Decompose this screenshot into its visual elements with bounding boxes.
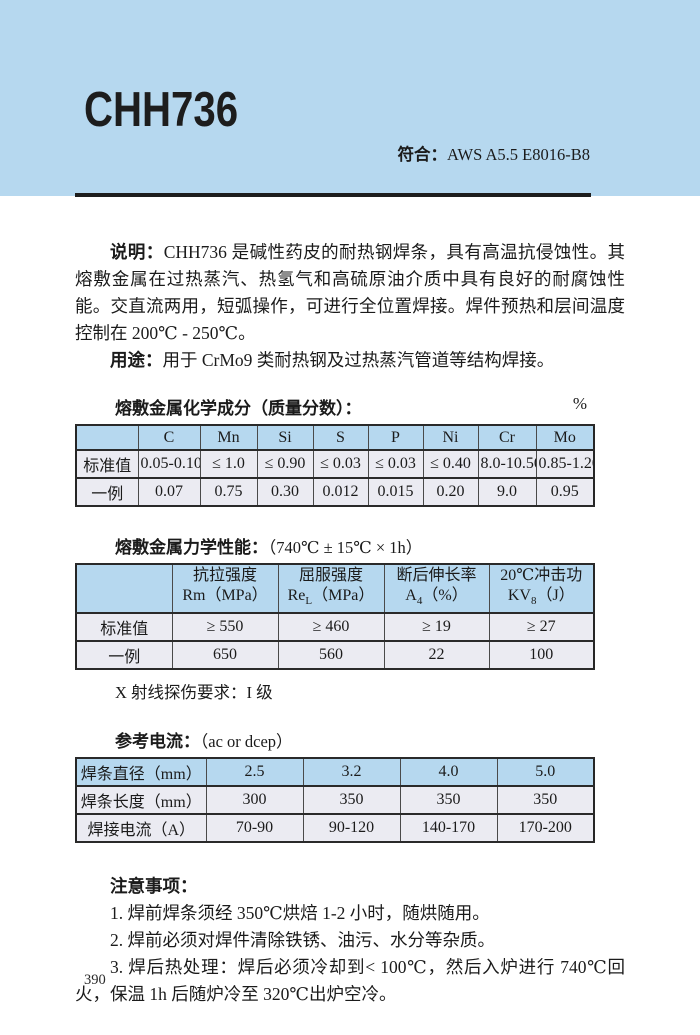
mechanical-table-title: 熔敷金属力学性能：（740℃ ± 15℃ × 1h） xyxy=(115,533,625,558)
chemical-col-header: Ni xyxy=(422,424,479,451)
chemical-value: ≤ 0.03 xyxy=(367,449,424,479)
xray-requirement: X 射线探伤要求：I 级 xyxy=(115,683,273,703)
current-title-text: 参考电流： xyxy=(115,732,200,752)
chemical-value: 0.07 xyxy=(137,477,201,507)
notes-section: 注意事项： 1. 焊前焊条须经 350℃烘焙 1-2 小时，随烘随用。 2. 焊… xyxy=(75,873,625,1008)
length-value: 350 xyxy=(302,785,401,816)
diameter-value: 3.2 xyxy=(302,757,401,788)
usage-text: 用于 CrMo9 类耐热钢及过热蒸汽管道等结构焊接。 xyxy=(162,350,555,370)
chemical-value: 0.85-1.20 xyxy=(535,449,595,479)
description-label: 说明： xyxy=(110,242,164,262)
product-title: CHH736 xyxy=(84,83,239,137)
chemical-value: 0.75 xyxy=(199,477,258,507)
diameter-value: 5.0 xyxy=(496,757,595,788)
description-text: CHH736 是碱性药皮的耐热钢焊条，具有高温抗侵蚀性。其熔敷金属在过热蒸汽、热… xyxy=(75,242,626,343)
current-value: 90-120 xyxy=(302,813,401,844)
note-item: 1. 焊前焊条须经 350℃烘焙 1-2 小时，随烘随用。 xyxy=(110,903,490,924)
chemical-title-text: 熔敷金属化学成分（质量分数）： xyxy=(115,399,362,418)
current-value: 140-170 xyxy=(399,813,498,844)
mechanical-condition: （740℃ ± 15℃ × 1h） xyxy=(268,538,423,557)
conformance-value: AWS A5.5 E8016-B8 xyxy=(446,145,590,164)
conformance-line: 符合：AWS A5.5 E8016-B8 xyxy=(397,141,590,165)
current-value: 70-90 xyxy=(205,813,304,844)
mechanical-value: 650 xyxy=(171,640,279,671)
mechanical-col-header: 断后伸长率 A4（%） xyxy=(383,562,490,615)
mechanical-value: ≥ 19 xyxy=(383,612,490,643)
chemical-value: 0.015 xyxy=(367,477,424,507)
length-value: 350 xyxy=(496,785,595,816)
chemical-col-header: Si xyxy=(256,424,314,451)
mechanical-col-header: 屈服强度 ReL（MPa） xyxy=(277,562,385,615)
mechanical-example-row: 一例 650 560 22 100 xyxy=(75,640,595,671)
note-item: 2. 焊前必须对焊件清除铁锈、油污、水分等杂质。 xyxy=(110,930,495,951)
mechanical-col-header: 20℃冲击功 KV8（J） xyxy=(488,562,595,615)
current-header-row: 焊条直径（mm） 2.5 3.2 4.0 5.0 xyxy=(75,757,595,788)
chemical-example-row: 一例 0.07 0.75 0.30 0.012 0.015 0.20 9.0 0… xyxy=(75,477,595,507)
row-label: 焊条长度（mm） xyxy=(75,785,207,816)
mechanical-value: ≥ 550 xyxy=(171,612,279,643)
reference-current-table: 焊条直径（mm） 2.5 3.2 4.0 5.0 焊条长度（mm） 300 35… xyxy=(75,757,595,844)
current-condition: （ac or dcep） xyxy=(200,732,293,752)
chemical-value: ≤ 1.0 xyxy=(199,449,258,479)
notes-title: 注意事项： xyxy=(110,876,198,897)
page-content: 说明：CHH736 是碱性药皮的耐热钢焊条，具有高温抗侵蚀性。其熔敷金属在过热蒸… xyxy=(0,239,700,1008)
length-value: 350 xyxy=(399,785,498,816)
row-label: 一例 xyxy=(75,477,139,507)
chemical-value: 0.20 xyxy=(422,477,479,507)
current-table-title: 参考电流：（ac or dcep） xyxy=(115,727,625,752)
length-value: 300 xyxy=(205,785,304,816)
chemical-col-header: S xyxy=(312,424,369,451)
chemical-col-header: C xyxy=(137,424,201,451)
chemical-col-header: P xyxy=(367,424,424,451)
chemical-value: ≤ 0.90 xyxy=(256,449,314,479)
mechanical-standard-row: 标准值 ≥ 550 ≥ 460 ≥ 19 ≥ 27 xyxy=(75,612,595,643)
chemical-unit: % xyxy=(572,394,587,413)
length-row: 焊条长度（mm） 300 350 350 350 xyxy=(75,785,595,816)
current-value: 170-200 xyxy=(496,813,595,844)
chemical-value: 0.95 xyxy=(535,477,595,507)
usage-label: 用途： xyxy=(110,350,163,370)
row-label: 焊接电流（A） xyxy=(75,813,207,844)
row-label: 焊条直径（mm） xyxy=(75,757,207,788)
mechanical-value: 22 xyxy=(383,640,490,671)
diameter-value: 2.5 xyxy=(205,757,304,788)
note-item: 3. 焊后热处理：焊后必须冷却到< 100℃，然后入炉进行 740℃回火，保温 … xyxy=(75,957,625,1005)
mechanical-col-header: 抗拉强度 Rm（MPa） xyxy=(171,562,279,615)
chemical-table-title: 熔敷金属化学成分（质量分数）： % xyxy=(115,394,625,419)
chemical-value: 9.0 xyxy=(477,477,537,507)
chemical-header-row: C Mn Si S P Ni Cr Mo xyxy=(75,424,595,451)
chemical-value: 0.05-0.10 xyxy=(137,449,201,479)
header-divider xyxy=(75,193,591,197)
chemical-col-header: Mo xyxy=(535,424,595,451)
diameter-value: 4.0 xyxy=(399,757,498,788)
row-label: 一例 xyxy=(75,640,173,671)
mechanical-value: ≥ 27 xyxy=(488,612,595,643)
mechanical-value: ≥ 460 xyxy=(277,612,385,643)
mechanical-header-row: 抗拉强度 Rm（MPa） 屈服强度 ReL（MPa） 断后伸长率 A4（%） 20℃冲… xyxy=(75,562,595,615)
chemical-value: 0.30 xyxy=(256,477,314,507)
current-row: 焊接电流（A） 70-90 90-120 140-170 170-200 xyxy=(75,813,595,844)
conformance-label: 符合： xyxy=(397,145,447,164)
chemical-composition-table: C Mn Si S P Ni Cr Mo 标准值 0.05-0.10 ≤ 1.0… xyxy=(75,424,595,507)
page-number: 390 xyxy=(84,972,106,988)
description-paragraph: 说明：CHH736 是碱性药皮的耐热钢焊条，具有高温抗侵蚀性。其熔敷金属在过热蒸… xyxy=(75,239,625,347)
chemical-value: 8.0-10.50 xyxy=(477,449,537,479)
chemical-standard-row: 标准值 0.05-0.10 ≤ 1.0 ≤ 0.90 ≤ 0.03 ≤ 0.03… xyxy=(75,449,595,479)
row-label: 标准值 xyxy=(75,449,139,479)
row-label: 标准值 xyxy=(75,612,173,643)
chemical-value: ≤ 0.03 xyxy=(312,449,369,479)
chemical-value: 0.012 xyxy=(312,477,369,507)
chemical-col-header: Cr xyxy=(477,424,537,451)
usage-paragraph: 用途：用于 CrMo9 类耐热钢及过热蒸汽管道等结构焊接。 xyxy=(75,347,625,374)
mechanical-title-text: 熔敷金属力学性能： xyxy=(115,538,268,557)
mechanical-properties-table: 抗拉强度 Rm（MPa） 屈服强度 ReL（MPa） 断后伸长率 A4（%） 20℃冲… xyxy=(75,562,595,671)
mechanical-corner-cell xyxy=(75,562,173,615)
mechanical-value: 560 xyxy=(277,640,385,671)
chemical-corner-cell xyxy=(75,424,139,451)
chemical-value: ≤ 0.40 xyxy=(422,449,479,479)
page-header: CHH736 符合：AWS A5.5 E8016-B8 xyxy=(0,0,700,196)
mechanical-value: 100 xyxy=(488,640,595,671)
chemical-col-header: Mn xyxy=(199,424,258,451)
